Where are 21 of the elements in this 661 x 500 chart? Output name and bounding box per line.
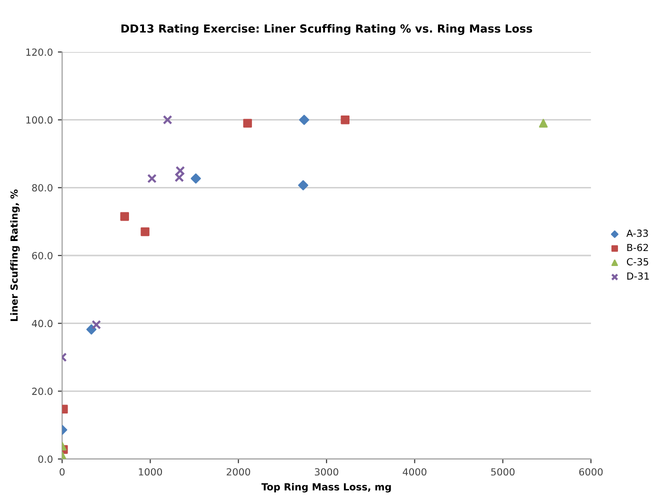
y-tick-label: 120.0: [26, 48, 52, 56]
x-tick-label: 1000: [138, 468, 162, 476]
legend-label: B-62: [627, 244, 648, 252]
y-tick-label: 60.0: [32, 252, 52, 260]
legend-label: D-31: [627, 272, 649, 280]
y-tick-label: 80.0: [32, 184, 52, 192]
x-tick-label: 6000: [579, 468, 603, 476]
x-tick-label: 0: [60, 468, 65, 476]
y-tick-label: 100.0: [26, 116, 52, 124]
x-tick-label: 3000: [314, 468, 338, 476]
x-axis-title: Top Ring Mass Loss, mg: [261, 482, 391, 492]
y-axis-title: Liner Scuffing Rating, %: [10, 189, 20, 321]
chart-title: DD13 Rating Exercise: Liner Scuffing Rating % vs. Ring Mass Loss: [121, 24, 532, 35]
y-tick-label: 0.0: [38, 455, 52, 463]
y-tick-label: 40.0: [32, 320, 52, 328]
x-tick-label: 5000: [491, 468, 515, 476]
x-tick-label: 2000: [226, 468, 250, 476]
y-tick-label: 20.0: [32, 388, 52, 395]
legend-label: C-35: [626, 258, 648, 266]
legend-label: A-33: [626, 230, 648, 237]
x-tick-label: 4000: [402, 468, 426, 476]
